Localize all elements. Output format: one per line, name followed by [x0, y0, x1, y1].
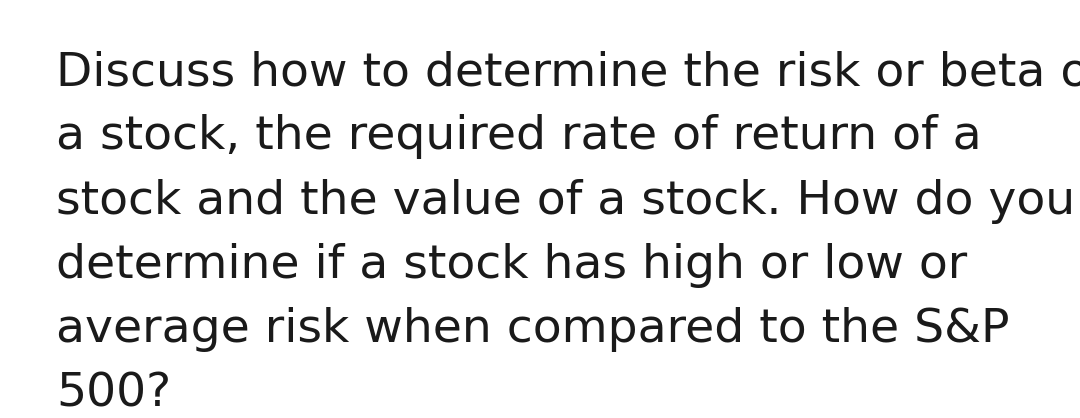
Text: Discuss how to determine the risk or beta of
a stock, the required rate of retur: Discuss how to determine the risk or bet… [56, 50, 1080, 416]
